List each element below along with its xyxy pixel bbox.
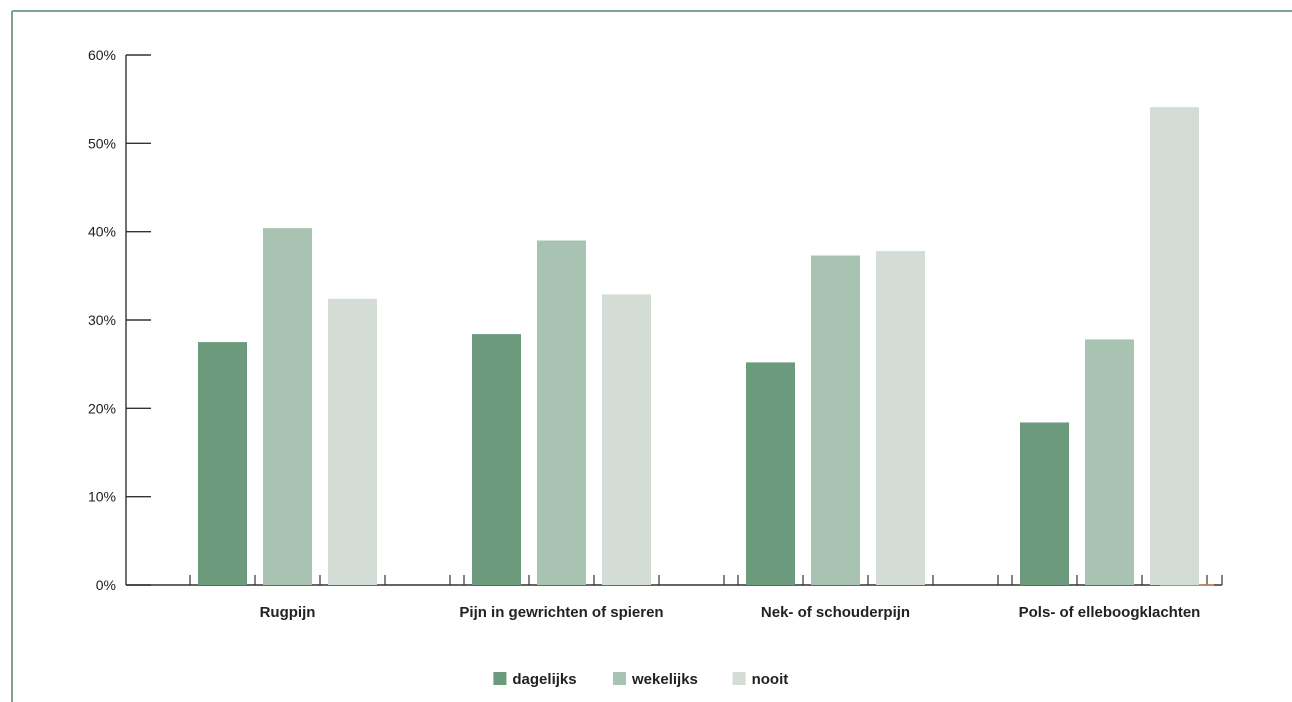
bar-dagelijks bbox=[746, 362, 795, 585]
x-category-label: Pijn in gewrichten of spieren bbox=[459, 604, 663, 621]
legend-label-dagelijks: dagelijks bbox=[512, 671, 576, 688]
chart-border bbox=[11, 10, 1292, 702]
y-tick-label: 60% bbox=[88, 47, 116, 63]
legend-swatch-nooit bbox=[732, 672, 746, 685]
bar-dagelijks bbox=[472, 334, 521, 585]
x-category-label: Nek- of schouderpijn bbox=[761, 604, 910, 621]
bar-nooit bbox=[876, 251, 925, 585]
bar-wekelijks bbox=[811, 255, 860, 585]
bar-dagelijks bbox=[198, 342, 247, 585]
legend-swatch-wekelijks bbox=[613, 672, 626, 685]
bar-nooit bbox=[602, 294, 651, 585]
bar-nooit bbox=[328, 298, 377, 585]
chart-legend: dagelijks wekelijks nooit bbox=[493, 671, 788, 688]
y-tick-label: 10% bbox=[88, 489, 116, 505]
chart-bars bbox=[198, 107, 1199, 585]
y-tick-label: 50% bbox=[88, 135, 116, 151]
x-category-label: Rugpijn bbox=[260, 604, 316, 621]
legend-label-nooit: nooit bbox=[752, 671, 789, 688]
legend-label-wekelijks: wekelijks bbox=[631, 671, 698, 688]
bar-wekelijks bbox=[537, 240, 586, 585]
bar-wekelijks bbox=[263, 228, 312, 585]
bar-nooit bbox=[1150, 107, 1199, 585]
y-tick-label: 40% bbox=[88, 224, 116, 240]
y-tick-label: 0% bbox=[96, 577, 116, 593]
x-tick-labels: Rugpijn Pijn in gewrichten of spieren Nek-… bbox=[260, 604, 1201, 621]
y-tick-label: 30% bbox=[88, 312, 116, 328]
y-tick-label: 20% bbox=[88, 400, 116, 416]
bar-dagelijks bbox=[1020, 422, 1069, 585]
legend-swatch-dagelijks bbox=[493, 672, 507, 685]
x-category-label: Pols- of elleboogklachten bbox=[1019, 604, 1201, 621]
bar-wekelijks bbox=[1085, 339, 1134, 585]
